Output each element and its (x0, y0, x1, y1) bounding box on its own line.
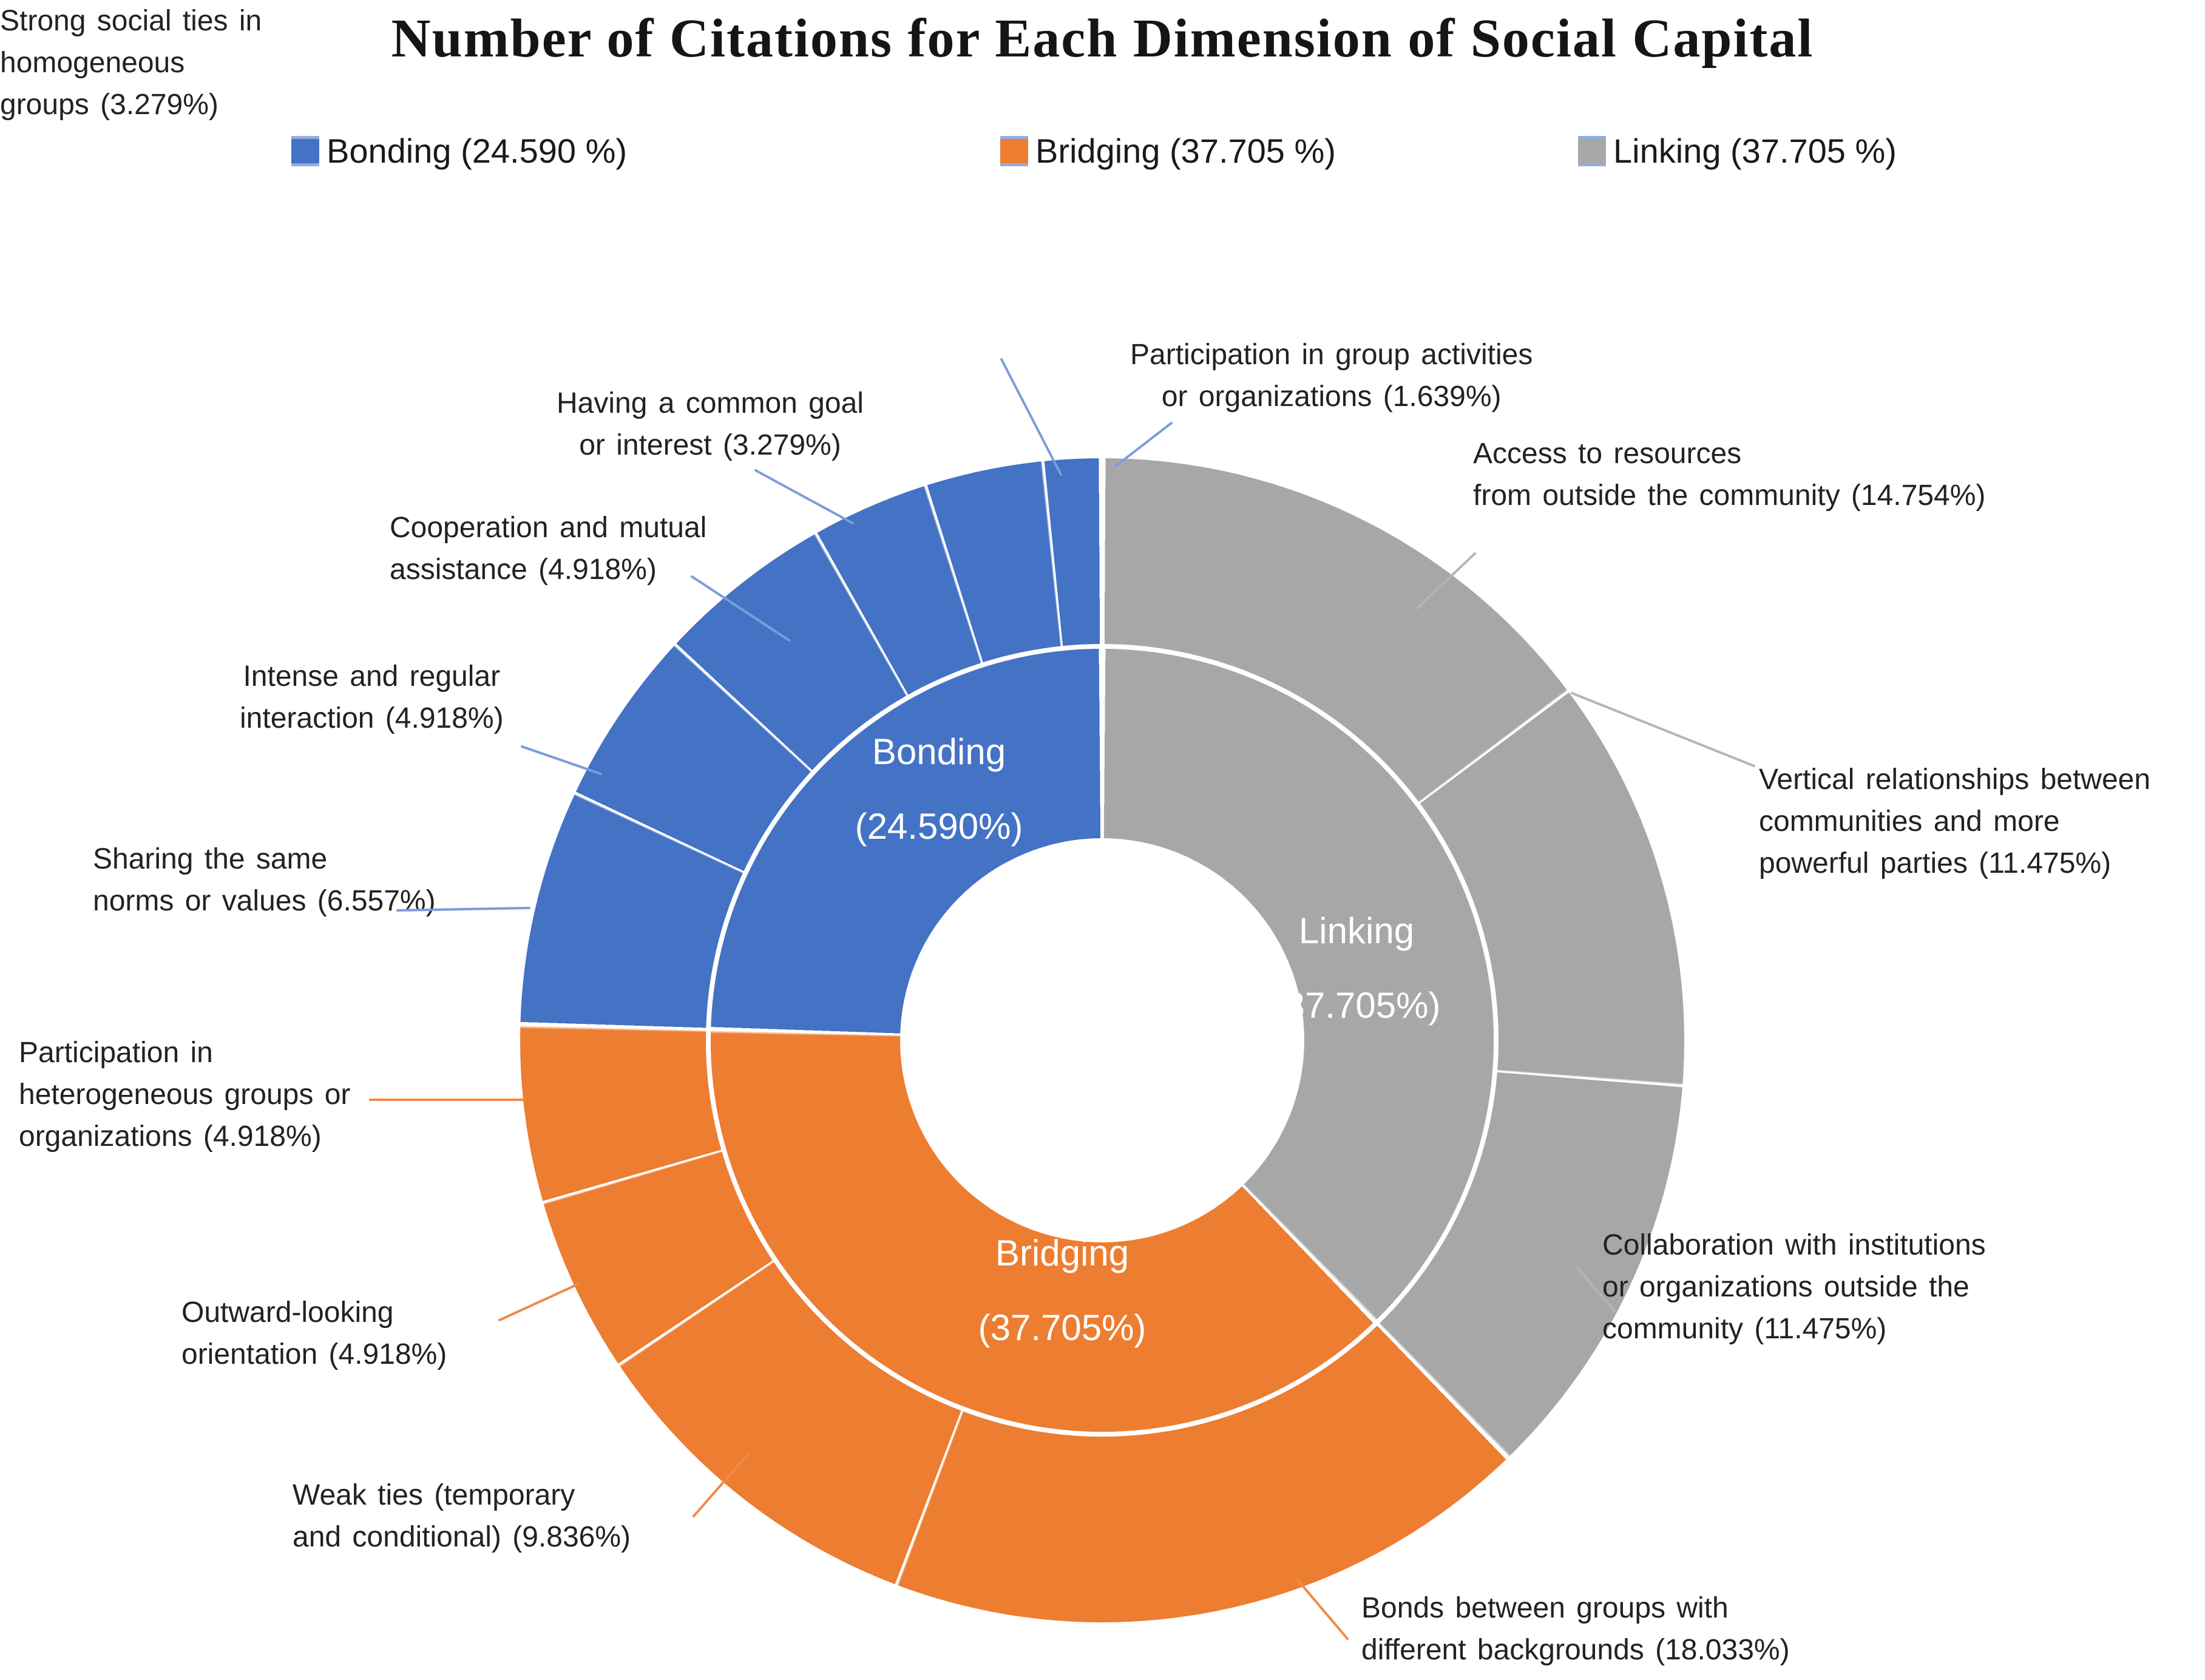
callout-collaboration-institutions: Collaboration with institutions or organ… (1602, 1229, 1986, 1345)
chart-title: Number of Citations for Each Dimension o… (391, 8, 1814, 69)
donut-hole (900, 838, 1304, 1242)
leader-strong-social-ties-icon (1000, 358, 1062, 476)
legend-label-bridging: Bridging (37.705 %) (1035, 132, 1336, 170)
callout-intense-interaction: Intense and regular interaction (4.918%) (240, 660, 504, 734)
inner-label-linking: Linking (37.705%) (1272, 910, 1441, 1026)
callout-common-goal: Having a common goal or interest (3.279%… (557, 387, 864, 461)
callout-strong-social-ties: Strong social ties in homogeneous groups… (0, 5, 262, 121)
leader-outward-icon (498, 1283, 579, 1321)
callout-sharing-norms: Sharing the same norms or values (6.557%… (93, 843, 436, 917)
legend-item-bridging: Bridging (37.705 %) (1000, 131, 1336, 171)
legend-marker-bridging-icon (1000, 135, 1028, 166)
callout-access-to-resources: Access to resources from outside the com… (1473, 438, 1986, 512)
inner-label-bridging: Bridging (37.705%) (978, 1233, 1147, 1348)
callout-cooperation-assistance: Cooperation and mutual assistance (4.918… (390, 512, 707, 586)
inner-label-bonding: Bonding (24.590%) (855, 731, 1023, 847)
callout-participation-heterogeneous: Participation in heterogeneous groups or… (19, 1037, 351, 1153)
legend-item-bonding: Bonding (24.590 %) (291, 131, 627, 171)
callout-weak-ties: Weak ties (temporary and conditional) (9… (293, 1479, 631, 1553)
leader-common-goal-icon (754, 469, 854, 524)
callout-outward-looking: Outward-looking orientation (4.918%) (181, 1296, 447, 1370)
legend-label-bonding: Bonding (24.590 %) (327, 132, 628, 170)
callout-participation-group-activities: Participation in group activities or org… (1130, 339, 1533, 413)
legend-marker-bonding-icon (291, 135, 319, 166)
legend-item-linking: Linking (37.705 %) (1578, 131, 1897, 171)
legend-marker-linking-icon (1578, 135, 1606, 166)
callout-bonds-between-groups: Bonds between groups with different back… (1361, 1592, 1790, 1666)
leader-bonds-icon (1296, 1578, 1349, 1640)
legend-label-linking: Linking (37.705 %) (1613, 132, 1897, 170)
callout-vertical-relationships: Vertical relationships between communiti… (1759, 764, 2151, 879)
